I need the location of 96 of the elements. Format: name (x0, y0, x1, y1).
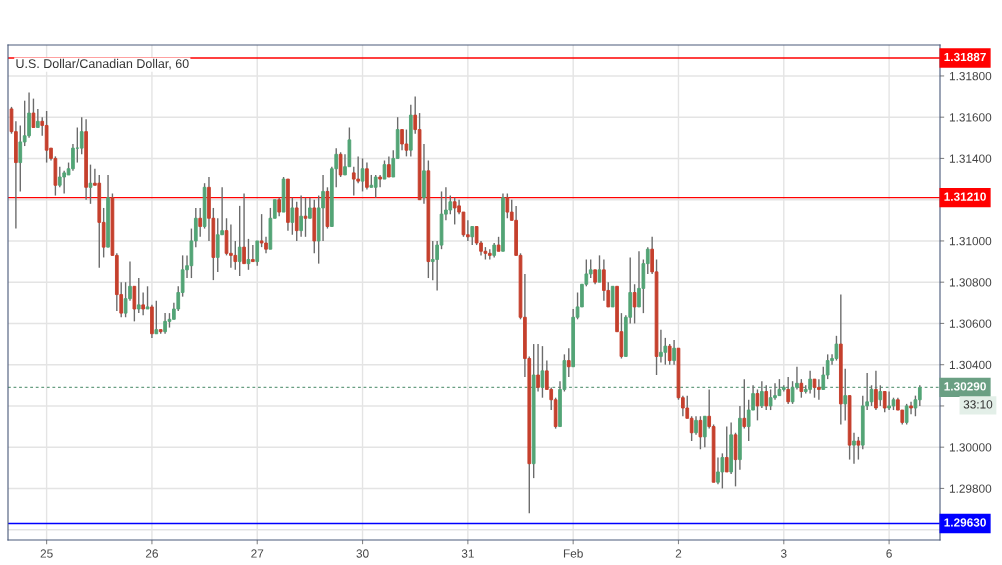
candlestick (387, 155, 391, 178)
candlestick (154, 300, 159, 335)
candlestick (667, 343, 672, 366)
x-tick-label: 6 (886, 549, 892, 558)
candlestick (79, 116, 84, 156)
candlestick (812, 378, 817, 399)
candlestick (242, 192, 246, 265)
candlestick (141, 291, 145, 316)
candlestick (251, 244, 255, 263)
candlestick (632, 283, 637, 325)
candlestick (597, 254, 602, 283)
candlestick (843, 368, 848, 422)
candlestick (869, 384, 874, 407)
candlestick (755, 388, 760, 422)
x-tick-label: 25 (40, 549, 53, 558)
ref-line-label: 1.30290 (944, 382, 986, 391)
x-tick-label: 30 (356, 549, 369, 558)
candlestick (856, 436, 861, 461)
candlestick (88, 163, 93, 205)
x-tick-label: Feb (563, 549, 583, 558)
candlestick (215, 217, 220, 273)
candlestick (904, 403, 909, 426)
y-tick-label: 1.31600 (949, 113, 992, 122)
ref-line-label: 1.29630 (944, 518, 986, 527)
candlestick (356, 155, 361, 184)
candlestick (536, 343, 540, 393)
candlestick (308, 196, 312, 219)
candlestick (764, 384, 769, 411)
ref-line-label: 1.31210 (944, 192, 986, 201)
candlestick (659, 328, 663, 364)
y-tick-label: 1.31800 (949, 71, 992, 81)
x-tick-label: 27 (251, 549, 264, 558)
candlestick (698, 415, 703, 450)
candlestick (163, 312, 167, 335)
candlestick (720, 452, 725, 490)
candlestick (760, 380, 764, 409)
candlestick (724, 425, 729, 473)
candlestick (18, 124, 23, 193)
candlestick (786, 376, 791, 405)
candlestick (540, 345, 545, 399)
candlestick (452, 196, 457, 226)
candlestick (917, 384, 922, 407)
candlestick (255, 240, 260, 267)
candlestick (874, 370, 878, 411)
candlestick (277, 196, 282, 217)
candlestick (566, 347, 571, 378)
y-tick-label: 1.31000 (949, 236, 992, 246)
candlestick (27, 91, 31, 139)
candlestick (145, 285, 150, 310)
candlestick (672, 339, 676, 366)
x-tick-label: 26 (145, 549, 158, 558)
candlestick (716, 456, 720, 486)
candlestick (136, 277, 141, 314)
text: 33:10 (963, 400, 993, 409)
y-tick-label: 1.30000 (949, 443, 992, 452)
candlestick (365, 161, 369, 191)
candlestick (290, 196, 295, 236)
candlestick (909, 401, 913, 415)
candlestick (834, 335, 839, 362)
candlestick (198, 207, 203, 238)
candlestick (637, 250, 641, 308)
candlestick (808, 370, 812, 395)
candlestick (237, 205, 242, 277)
candlestick (404, 128, 409, 158)
candlestick (303, 196, 308, 238)
x-tick-label: 2 (675, 549, 682, 558)
y-tick-label: 1.30800 (949, 278, 992, 287)
candlestick (694, 415, 698, 436)
ref-line-label: 1.31887 (944, 52, 986, 62)
candlestick (378, 174, 382, 189)
x-tick-label: 31 (461, 549, 474, 558)
text: U.S. Dollar/Canadian Dollar, 60 (16, 58, 189, 70)
candlestick (505, 192, 510, 219)
candlestick (31, 97, 36, 129)
candlestick (62, 170, 67, 195)
candlestick (742, 378, 747, 430)
candlestick (360, 157, 365, 193)
y-tick-label: 1.30600 (949, 319, 992, 328)
candlestick (321, 174, 325, 242)
candlestick (299, 194, 303, 238)
y-tick-label: 1.31400 (949, 154, 992, 163)
x-tick-label: 3 (780, 549, 787, 558)
candlestick (246, 238, 251, 271)
candlestick (71, 143, 75, 172)
candlestick (852, 432, 856, 465)
candlestick (878, 384, 883, 407)
candlestick (35, 108, 40, 129)
candlestick (887, 390, 891, 411)
candlestick (882, 390, 887, 413)
candlestick (229, 223, 233, 269)
candlestick (338, 151, 343, 178)
candlestick (400, 128, 404, 151)
y-tick-label: 1.29800 (949, 484, 992, 493)
candlestick (610, 285, 615, 308)
candlestick (373, 174, 378, 199)
y-tick-label: 1.30400 (949, 360, 992, 370)
